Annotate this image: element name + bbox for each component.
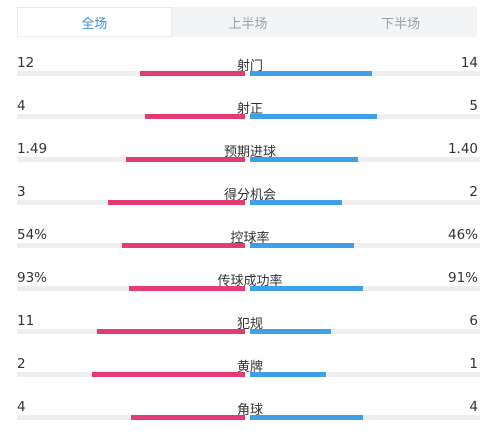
tab-full-match[interactable]: 全场 <box>17 7 172 37</box>
stat-label: 射正 <box>236 102 263 117</box>
away-bar-track <box>250 329 480 334</box>
stat-row: 11 犯规 6 <box>0 313 500 353</box>
home-bar-track <box>17 243 245 248</box>
away-bar-track <box>250 286 480 291</box>
home-bar-track <box>17 157 245 162</box>
stat-row: 2 黄牌 1 <box>0 356 500 396</box>
home-bar-fill <box>128 286 245 291</box>
away-value: 14 <box>460 55 478 71</box>
tab-second-half[interactable]: 下半场 <box>381 16 421 32</box>
stat-row: 1.49 预期进球 1.40 <box>0 141 500 181</box>
stat-row: 4 射正 5 <box>0 98 500 138</box>
away-value: 2 <box>469 184 478 200</box>
away-value: 1 <box>469 356 478 372</box>
home-value: 4 <box>17 98 26 114</box>
home-bar-fill <box>131 415 245 420</box>
away-bar-track <box>250 71 480 76</box>
home-bar-track <box>17 200 245 205</box>
home-value: 3 <box>17 184 26 200</box>
home-value: 93% <box>17 270 48 286</box>
away-bar-track <box>250 114 480 119</box>
home-value: 4 <box>17 399 26 415</box>
home-bar-track <box>17 415 245 420</box>
home-bar-track <box>17 71 245 76</box>
home-bar-track <box>17 286 245 291</box>
away-value: 4 <box>469 399 478 415</box>
home-bar-fill <box>126 157 245 162</box>
stat-label: 角球 <box>236 403 263 418</box>
stat-row: 4 角球 4 <box>0 399 500 439</box>
away-bar-fill <box>250 243 354 248</box>
stat-row: 93% 传球成功率 91% <box>0 270 500 310</box>
away-bar-fill <box>250 71 372 76</box>
away-bar-track <box>250 243 480 248</box>
away-bar-fill <box>250 157 359 162</box>
home-bar-fill <box>108 200 245 205</box>
stat-label: 预期进球 <box>223 145 276 160</box>
away-bar-track <box>250 372 480 377</box>
away-bar-track <box>250 157 480 162</box>
home-bar-fill <box>92 372 245 377</box>
stat-row: 3 得分机会 2 <box>0 184 500 224</box>
home-value: 12 <box>17 55 35 71</box>
away-value: 46% <box>447 227 478 243</box>
stat-label: 传球成功率 <box>217 274 283 289</box>
home-value: 1.49 <box>17 141 48 157</box>
home-bar-fill <box>140 71 245 76</box>
away-value: 6 <box>469 313 478 329</box>
home-bar-track <box>17 114 245 119</box>
stat-row: 54% 控球率 46% <box>0 227 500 267</box>
home-value: 54% <box>17 227 48 243</box>
home-bar-track <box>17 372 245 377</box>
away-bar-fill <box>250 114 377 119</box>
period-tabs: 全场 上半场 下半场 <box>17 7 477 37</box>
away-bar-fill <box>250 200 342 205</box>
stat-label: 射门 <box>236 59 263 74</box>
home-bar-fill <box>144 114 245 119</box>
stat-row: 12 射门 14 <box>0 55 500 95</box>
stat-label: 得分机会 <box>223 188 276 203</box>
stat-label: 黄牌 <box>236 360 263 375</box>
away-bar-fill <box>250 286 363 291</box>
away-bar-track <box>250 415 480 420</box>
away-bar-track <box>250 200 480 205</box>
away-value: 1.40 <box>447 141 478 157</box>
home-bar-fill <box>96 329 245 334</box>
home-value: 2 <box>17 356 26 372</box>
stat-label: 犯规 <box>236 317 263 332</box>
stat-label: 控球率 <box>230 231 270 246</box>
away-value: 91% <box>447 270 478 286</box>
home-bar-track <box>17 329 245 334</box>
tab-first-half[interactable]: 上半场 <box>228 16 268 32</box>
away-bar-fill <box>250 372 326 377</box>
home-bar-fill <box>121 243 245 248</box>
home-value: 11 <box>17 313 35 329</box>
away-value: 5 <box>469 98 478 114</box>
away-bar-fill <box>250 329 331 334</box>
away-bar-fill <box>250 415 363 420</box>
